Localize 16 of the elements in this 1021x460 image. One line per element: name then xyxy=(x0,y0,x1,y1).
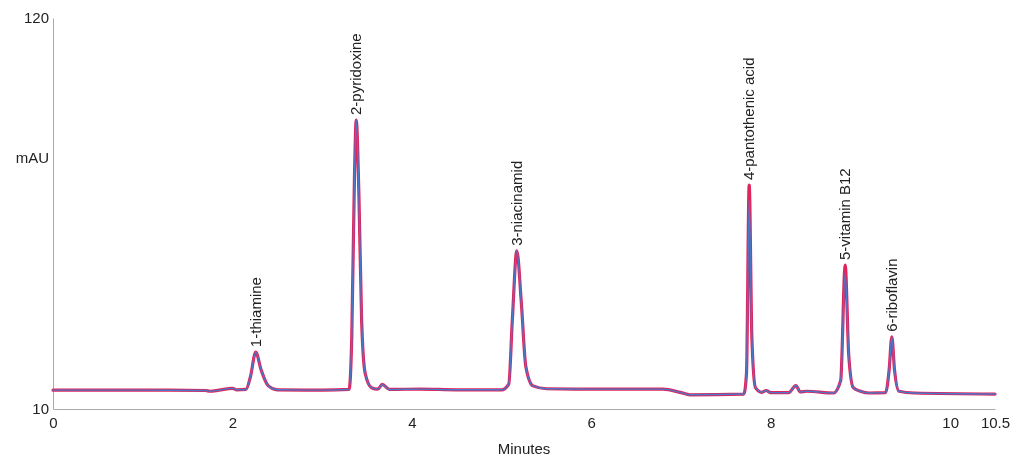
x-tick-label: 10 xyxy=(942,413,959,431)
x-tick-label: 0 xyxy=(49,413,58,431)
x-tick-label: 2 xyxy=(228,413,238,431)
annotation: 5-vitamin B12 xyxy=(836,168,854,261)
x-tick-label: 10.5 xyxy=(980,413,1011,431)
x-tick-label: 8 xyxy=(767,413,776,431)
annotation: 1-thiamine xyxy=(246,277,264,348)
x-tick-label: 6 xyxy=(587,413,596,431)
x-axis-title: Minutes xyxy=(497,440,551,457)
y-axis-title: mAU xyxy=(15,148,49,166)
x-tick-label: 4 xyxy=(408,413,417,431)
annotation: 3-niacinamid xyxy=(507,160,525,246)
annotation: 4-pantothenic acid xyxy=(740,57,758,181)
annotation: 2-pyridoxine xyxy=(347,33,365,116)
y-tick-label: 120 xyxy=(23,9,49,27)
annotation: 6-riboflavin xyxy=(882,258,900,332)
